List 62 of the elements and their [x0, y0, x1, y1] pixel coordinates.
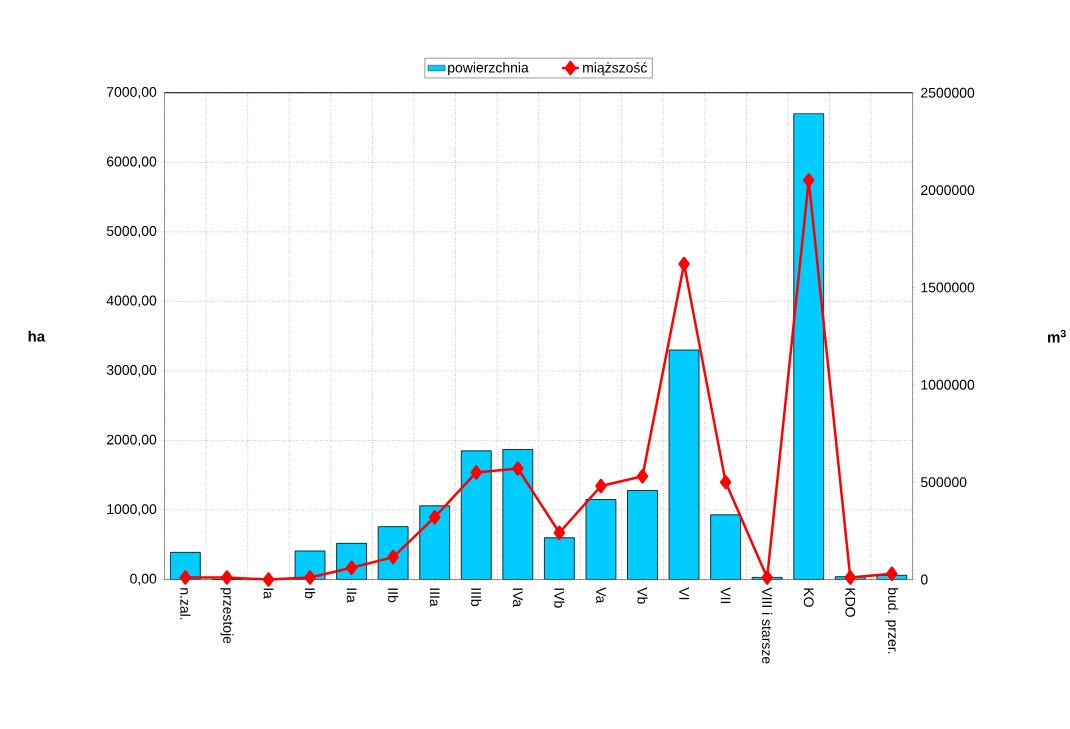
bar — [585, 499, 617, 580]
point — [428, 509, 441, 525]
point — [802, 173, 815, 188]
x-tick-label: Ia — [263, 588, 274, 599]
point — [512, 461, 524, 476]
x-tick-label: IVa — [512, 588, 523, 608]
y-tick-label: 4000,00 — [106, 295, 157, 308]
x-tick-label: n.zal. — [180, 588, 191, 620]
bar — [793, 113, 825, 580]
point — [470, 465, 482, 480]
point — [719, 474, 732, 490]
y-tick-label: 7000,00 — [107, 86, 157, 99]
x-tick-label: VI — [679, 587, 689, 600]
point — [844, 570, 857, 585]
y-tick-label: 5000,00 — [106, 226, 157, 238]
point — [553, 525, 566, 540]
x-tick-label: IIa — [346, 588, 357, 603]
bar — [460, 450, 492, 580]
point — [221, 570, 233, 585]
y2-tick-label: 2000000 — [921, 185, 975, 195]
bar — [502, 449, 534, 580]
y-tick-label: 6000,00 — [107, 156, 157, 169]
legend-label: powierzchnia — [448, 62, 529, 76]
y-axis-title: ha — [28, 330, 46, 342]
x-tick-label: KO — [803, 588, 814, 607]
y2-tick-label: 0 — [920, 574, 928, 585]
bar — [377, 526, 409, 580]
y-tick-label: 2000,00 — [107, 434, 157, 447]
point — [595, 478, 607, 494]
y2-tick-label: 500000 — [920, 477, 967, 488]
y2-axis-title: m$^{3}$ — [1048, 329, 1066, 343]
x-tick-label: VIII i starsze — [762, 587, 773, 664]
x-tick-label: Vb — [637, 587, 648, 604]
x-tick-label: bud. przer. — [885, 588, 899, 654]
x-tick-label: IIb — [388, 588, 399, 603]
x-tick-label: VII — [720, 587, 731, 604]
x-tick-label: IIIb — [471, 588, 482, 607]
point — [761, 570, 773, 585]
y2-tick-label: 1500000 — [921, 282, 975, 293]
x-tick-label: Va — [596, 587, 606, 604]
y-tick-label: 0,00 — [130, 573, 157, 586]
bar — [627, 490, 658, 580]
y-tick-label: 3000,00 — [106, 365, 157, 377]
bar — [544, 537, 575, 580]
x-tick-label: przestoje — [220, 588, 234, 644]
bar — [710, 514, 741, 580]
point — [262, 572, 275, 587]
legend-label: miąższość — [583, 62, 647, 76]
x-tick-label: IIIa — [429, 588, 440, 607]
y2-tick-label: 1000000 — [921, 379, 975, 390]
point — [179, 570, 192, 585]
y2-tick-label: 2500000 — [921, 87, 975, 98]
point — [678, 256, 690, 272]
x-tick-label: KDO — [845, 588, 856, 617]
x-tick-label: Ib — [304, 588, 316, 599]
x-tick-label: IVb — [554, 588, 565, 608]
y-tick-label: 1000,00 — [107, 504, 157, 516]
point — [636, 469, 649, 484]
bar — [668, 349, 700, 580]
bar — [419, 505, 451, 580]
point — [886, 566, 898, 581]
point — [304, 570, 316, 585]
